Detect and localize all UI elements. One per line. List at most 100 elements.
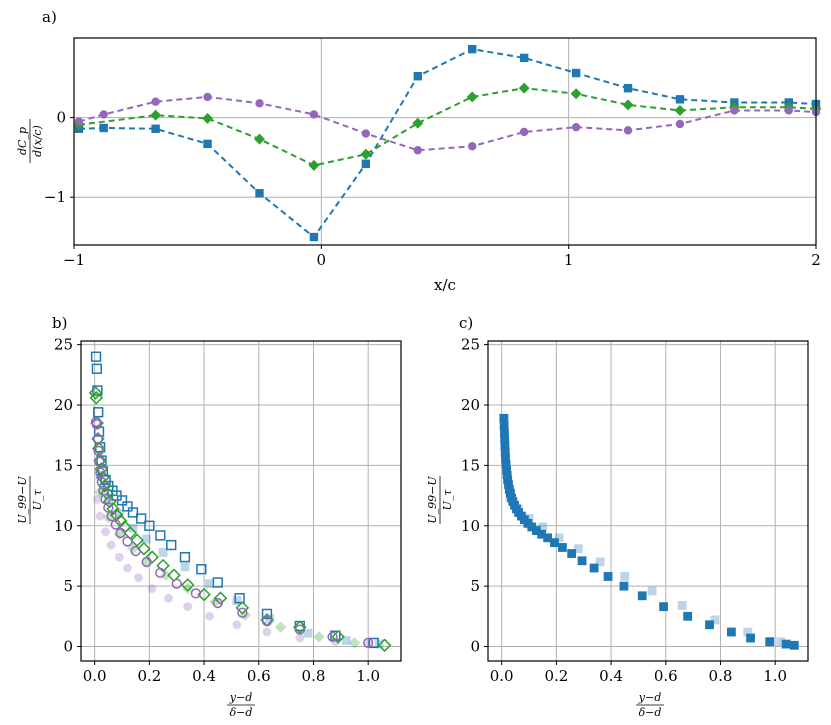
panel-a-point-green-10 <box>622 99 634 111</box>
panel-b-point-purple-filled-5 <box>123 563 132 573</box>
panel-c-point-blue-dark-36 <box>705 620 714 630</box>
panel-b-point-purple-filled-12 <box>262 627 272 637</box>
panel-c-point-blue-dark-34 <box>659 602 668 612</box>
panel-a-point-purple-13 <box>730 106 739 115</box>
panel-b-point-purple-open-13 <box>122 536 133 547</box>
panel-b-label: b) <box>52 314 67 332</box>
panel-b-point-green-open-15 <box>123 526 138 540</box>
panel-c-point-blue-dark-28 <box>567 549 577 558</box>
panel-b-point-blue-filled-5 <box>158 547 168 557</box>
panel-b-point-green-open-27 <box>331 630 345 644</box>
panel-b-point-green-filled-11 <box>348 637 361 649</box>
panel-b-point-purple-open-17 <box>171 578 182 589</box>
panel-b-point-blue-filled-8 <box>232 596 242 606</box>
panel-c-point-blue-dark-3 <box>500 435 510 445</box>
panel-a-point-green-6 <box>412 117 424 129</box>
panel-b-point-green-open-21 <box>180 578 195 592</box>
panel-b-point-green-open-13 <box>113 514 128 528</box>
panel-c-xtick-label-3: 0.6 <box>654 667 678 685</box>
panel-a-point-blue-7 <box>413 72 422 81</box>
panel-a-point-purple-8 <box>468 142 477 151</box>
panel-b-point-green-open-16 <box>130 533 144 548</box>
panel-c-point-blue-dark-38 <box>746 633 755 643</box>
panel-c-series <box>499 413 799 650</box>
panel-b-point-blue-open-26 <box>368 637 379 649</box>
panel-a-point-purple-0 <box>74 117 84 126</box>
panel-c-point-blue-dark-41 <box>789 640 799 650</box>
panel-a-series-blue <box>74 44 821 242</box>
panel-b-series-green-open <box>88 386 392 653</box>
panel-c-label: c) <box>459 314 473 332</box>
panel-c-point-blue-dark-37 <box>727 627 736 637</box>
panel-b-point-blue-open-18 <box>166 539 177 551</box>
panel-b-ytick-label-5: 25 <box>54 336 73 354</box>
panel-c-point-blue-dark-23 <box>532 526 541 535</box>
panel-c-point-blue-dark-6 <box>501 453 510 463</box>
panel-c-point-blue-dark-4 <box>500 441 510 451</box>
panel-c-point-blue-dark-13 <box>506 488 515 498</box>
panel-b-point-green-open-19 <box>156 558 170 573</box>
panel-b-point-blue-open-21 <box>212 577 223 588</box>
panel-c-point-blue-light-8 <box>647 586 657 596</box>
panel-c-point-blue-dark-0 <box>499 413 509 423</box>
panel-a-point-green-9 <box>570 88 582 100</box>
panel-a-line-blue <box>78 48 817 239</box>
panel-a-label: a) <box>42 8 57 26</box>
panel-c-point-blue-dark-31 <box>603 572 613 581</box>
panel-b-xlabel: y−d δ−d <box>227 691 255 719</box>
panel-b-point-purple-open-2 <box>92 433 103 444</box>
panel-c-point-blue-light-3 <box>538 522 548 532</box>
panel-c-point-blue-light-6 <box>595 557 605 567</box>
panel-b-point-green-open-28 <box>377 638 392 653</box>
panel-a-point-blue-4 <box>255 189 264 198</box>
panel-a-xtick-label-2: 1 <box>564 251 574 269</box>
panel-b-point-green-open-0 <box>88 386 103 400</box>
panel-b-point-purple-open-3 <box>93 445 104 457</box>
panel-b-point-blue-open-1 <box>91 363 103 374</box>
panel-b-point-purple-open-5 <box>95 467 106 478</box>
panel-a-point-green-1 <box>150 109 162 121</box>
panel-b-point-blue-open-19 <box>179 552 191 563</box>
panel-c-point-blue-dark-1 <box>499 421 509 430</box>
panel-b-xlabel-num: y−d <box>229 691 252 704</box>
panel-b-point-blue-open-17 <box>155 530 166 541</box>
panel-c-point-blue-light-10 <box>710 615 720 625</box>
panel-a-series <box>73 44 822 242</box>
panel-b-point-green-open-26 <box>293 620 307 634</box>
panel-b-point-purple-filled-6 <box>134 573 143 583</box>
panel-a-point-green-11 <box>674 104 686 116</box>
panel-b-point-purple-filled-9 <box>183 602 193 612</box>
panel-a-grid <box>73 38 817 245</box>
panel-b-point-green-filled-5 <box>160 569 172 581</box>
panel-b-point-blue-filled-11 <box>341 636 351 645</box>
panel-c-ytick-label-0: 0 <box>470 638 480 656</box>
panel-b-xlabel-den: δ−d <box>230 706 253 719</box>
panel-b-point-purple-open-23 <box>327 631 338 642</box>
panel-a-ylabel-num: dC_p <box>16 127 29 155</box>
panel-a-point-purple-11 <box>623 126 633 135</box>
panel-a-xtick-label-1: 0 <box>317 251 327 269</box>
panel-b-point-purple-open-4 <box>94 456 105 467</box>
panel-c-point-blue-dark-11 <box>504 480 513 490</box>
panel-c-ylabel-num: U_99−U <box>426 476 439 524</box>
panel-b-point-blue-filled-10 <box>303 628 313 638</box>
panel-b-point-purple-filled-1 <box>95 511 105 521</box>
panel-a-ytick-label-0: −1 <box>44 188 66 206</box>
panel-b-point-purple-open-12 <box>115 527 126 539</box>
panel-a-point-purple-9 <box>519 127 529 137</box>
panel-a-point-purple-5 <box>309 110 319 119</box>
panel-b-point-purple-open-16 <box>155 567 166 578</box>
panel-c-point-blue-light-2 <box>524 514 534 523</box>
panel-c-point-blue-dark-40 <box>781 639 791 649</box>
panel-a-point-blue-11 <box>623 83 633 93</box>
panel-c-point-blue-dark-29 <box>577 556 587 566</box>
panel-c-xtick-label-4: 0.8 <box>709 667 733 685</box>
panel-b-point-green-filled-6 <box>181 582 194 595</box>
panel-b-ytick-label-4: 20 <box>54 396 73 414</box>
panel-b-point-blue-open-16 <box>144 520 155 531</box>
panel-c-series-blue-dark <box>499 413 799 650</box>
panel-b-ytick-label-3: 15 <box>54 456 73 474</box>
panel-a-point-blue-5 <box>309 232 319 242</box>
panel-b-point-purple-open-21 <box>261 616 273 627</box>
panel-b-point-blue-filled-7 <box>205 579 214 589</box>
